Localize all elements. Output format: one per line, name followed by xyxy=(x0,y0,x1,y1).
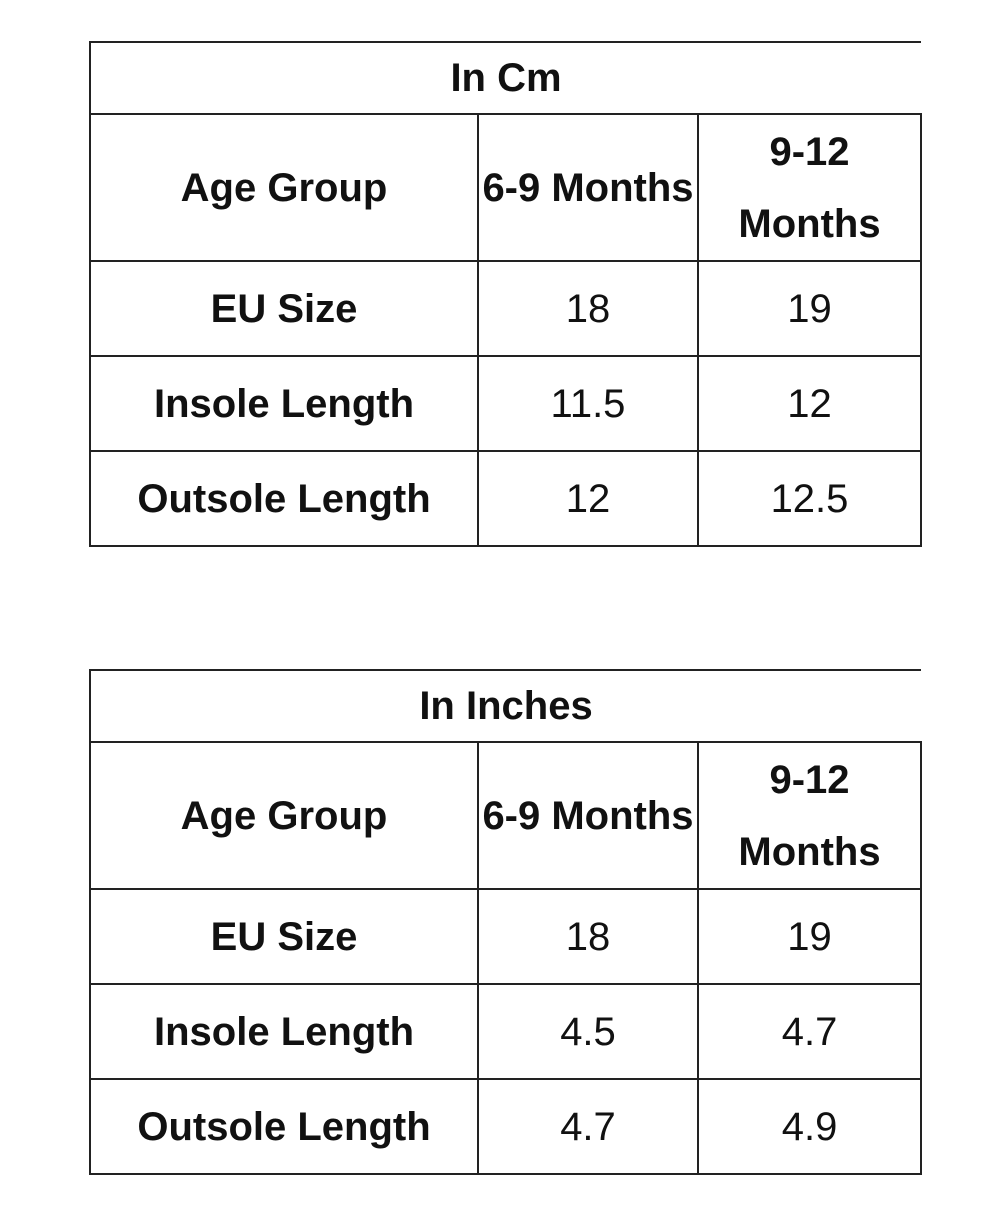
header-row: Age Group 6-9 Months 9-12 Months xyxy=(89,741,923,890)
header-cell: 9-12 Months xyxy=(697,113,922,262)
table-title: In Inches xyxy=(88,669,922,743)
row-label: Outsole Length xyxy=(89,450,479,547)
data-row: Outsole Length 12 12.5 xyxy=(89,450,922,547)
title-row: In Inches xyxy=(88,669,922,743)
cell-value: 12 xyxy=(697,355,922,452)
header-row: Age Group 6-9 Months 9-12 Months xyxy=(89,113,922,262)
cell-value: 18 xyxy=(477,888,699,985)
header-cell: Age Group xyxy=(89,741,479,890)
data-row: EU Size 18 19 xyxy=(89,888,923,985)
row-label: EU Size xyxy=(89,260,479,357)
cell-value: 19 xyxy=(696,888,923,985)
row-label: Insole Length xyxy=(89,983,479,1080)
header-cell: 6-9 Months xyxy=(477,741,699,890)
cell-value: 12 xyxy=(477,450,699,547)
data-row: Outsole Length 4.7 4.9 xyxy=(89,1078,923,1175)
data-row: EU Size 18 19 xyxy=(89,260,922,357)
cell-value: 4.7 xyxy=(477,1078,699,1175)
cell-value: 18 xyxy=(477,260,699,357)
data-row: Insole Length 11.5 12 xyxy=(89,355,922,452)
header-cell: 6-9 Months xyxy=(477,113,699,262)
cell-value: 19 xyxy=(697,260,922,357)
data-row: Insole Length 4.5 4.7 xyxy=(89,983,923,1080)
row-label: Outsole Length xyxy=(89,1078,479,1175)
cell-value: 4.5 xyxy=(477,983,699,1080)
table-title: In Cm xyxy=(89,41,921,115)
cell-value: 4.9 xyxy=(696,1078,923,1175)
cell-value: 12.5 xyxy=(697,450,922,547)
title-row: In Cm xyxy=(89,41,921,115)
row-label: EU Size xyxy=(89,888,479,985)
size-table: In Inches Age Group 6-9 Months 9-12 Months E… xyxy=(88,669,923,1175)
header-cell: Age Group xyxy=(89,113,479,262)
cell-value: 4.7 xyxy=(696,983,923,1080)
size-table: In Cm Age Group 6-9 Months 9-12 Months EU Si… xyxy=(89,41,922,547)
header-cell: 9-12 Months xyxy=(696,741,923,890)
cell-value: 11.5 xyxy=(477,355,699,452)
row-label: Insole Length xyxy=(89,355,479,452)
